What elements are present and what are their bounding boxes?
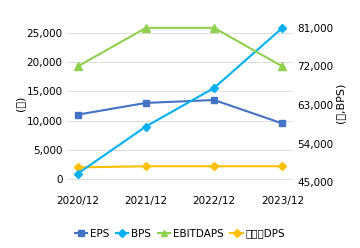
Line: 보통주DPS: 보통주DPS bbox=[75, 163, 285, 171]
BPS bbox=[212, 87, 216, 90]
보통주DPS bbox=[212, 165, 216, 168]
보통주DPS bbox=[144, 165, 148, 168]
보통주DPS bbox=[76, 166, 80, 169]
BPS bbox=[144, 125, 148, 128]
Y-axis label: (원,BPS): (원,BPS) bbox=[335, 83, 345, 123]
EPS bbox=[280, 122, 284, 125]
EBITDAPS bbox=[76, 65, 80, 68]
EBITDAPS bbox=[144, 26, 148, 29]
EPS bbox=[212, 98, 216, 101]
Y-axis label: (원): (원) bbox=[15, 95, 25, 111]
보통주DPS bbox=[280, 165, 284, 168]
BPS bbox=[280, 26, 284, 29]
EPS bbox=[144, 101, 148, 104]
Line: EPS: EPS bbox=[75, 97, 285, 126]
Line: BPS: BPS bbox=[75, 25, 285, 177]
EBITDAPS bbox=[280, 65, 284, 68]
Line: EBITDAPS: EBITDAPS bbox=[74, 24, 286, 70]
EPS bbox=[76, 113, 80, 116]
EBITDAPS bbox=[212, 26, 216, 29]
Legend: EPS, BPS, EBITDAPS, 보통주DPS: EPS, BPS, EBITDAPS, 보통주DPS bbox=[70, 224, 290, 243]
BPS bbox=[76, 172, 80, 175]
